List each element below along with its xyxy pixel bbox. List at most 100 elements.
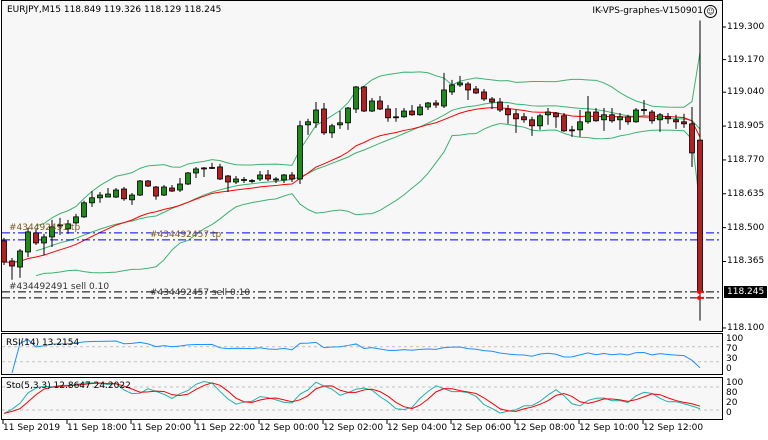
- candle-bull: [617, 116, 623, 121]
- stoch-label: Sto(5,3,3) 12.8647 24.2022: [6, 381, 131, 391]
- candle-bull: [161, 186, 167, 196]
- order-label: #434492457 tp: [150, 229, 222, 240]
- sell-arrow-icon: [696, 288, 704, 295]
- time-axis-label: 12 Sep 12:00: [643, 423, 704, 433]
- candle-bear: [665, 116, 671, 120]
- candle-bear: [33, 232, 39, 244]
- candle-bear: [289, 174, 295, 180]
- indicator-level-label: 0: [726, 408, 732, 418]
- price-axis-label: 118.905: [727, 121, 765, 132]
- candle-bear: [505, 108, 511, 116]
- time-axis-label: 12 Sep 02:00: [323, 423, 384, 433]
- candle-bull: [97, 194, 103, 199]
- candle-bear: [409, 110, 415, 116]
- time-axis-label: 11 Sep 18:00: [67, 423, 128, 433]
- time-axis-label: 11 Sep 2019: [3, 423, 61, 433]
- candle-bull: [329, 125, 335, 134]
- candle-bear: [361, 86, 367, 112]
- candle-bear: [473, 88, 479, 94]
- time-axis-label: 12 Sep 10:00: [579, 423, 640, 433]
- candle-bear: [201, 167, 207, 170]
- candle-bull: [65, 223, 71, 230]
- candle-bull: [337, 122, 343, 126]
- indicator-level-label: 80: [726, 388, 738, 398]
- candle-bull: [537, 115, 543, 127]
- order-label: #434492457 sell 0.10: [150, 287, 251, 298]
- candle-bull: [89, 197, 95, 204]
- rsi-line: [11, 338, 701, 374]
- candle-bull: [441, 89, 447, 107]
- indicator-level-label: 20: [726, 398, 738, 408]
- candle-bear: [385, 108, 391, 119]
- candle-bull: [105, 193, 111, 198]
- candle-bear: [521, 116, 527, 121]
- candle-bull: [193, 168, 199, 174]
- candle-bull: [545, 111, 551, 116]
- candle-bull: [657, 114, 663, 121]
- candle-bear: [593, 111, 599, 122]
- candle-bear: [225, 175, 231, 183]
- candle-bear: [433, 102, 439, 106]
- candle-bull: [81, 202, 87, 218]
- main-pane: [1, 0, 723, 332]
- price-axis-label: 118.100: [727, 322, 765, 333]
- candle-bull: [25, 231, 31, 253]
- candle-bear: [681, 121, 687, 125]
- candle-bull: [49, 226, 55, 238]
- price-axis-label: 119.300: [727, 22, 765, 32]
- candle-bull: [249, 180, 255, 182]
- symbol-info: EURJPY,M15 118.849 119.326 118.129 118.2…: [7, 5, 222, 15]
- bollinger-upper: [35, 52, 701, 227]
- rsi-label: RSI(14) 13.2154: [6, 338, 80, 348]
- candle-bear: [561, 115, 567, 132]
- candle-bull: [297, 125, 303, 180]
- candle-bull: [137, 180, 143, 196]
- smiley-icon[interactable]: ☺: [704, 5, 717, 18]
- candle-bear: [217, 166, 223, 180]
- candle-bear: [121, 188, 127, 200]
- indicator-level-label: 100: [726, 334, 744, 344]
- candle-bull: [577, 121, 583, 131]
- bollinger-lower: [35, 123, 701, 277]
- price-axis-label: 119.040: [727, 87, 765, 98]
- candle-bear: [9, 260, 15, 267]
- time-axis-label: 12 Sep 04:00: [387, 423, 448, 433]
- candle-bear: [649, 111, 655, 122]
- candle-bear: [273, 178, 279, 181]
- order-label: #434492491 sell 0.10: [9, 281, 110, 292]
- candle-bull: [401, 110, 407, 118]
- stoch-k-line: [3, 380, 701, 414]
- candle-bear: [625, 116, 631, 123]
- candle-bear: [377, 100, 383, 110]
- indicator-level-label: 30: [726, 354, 738, 364]
- candle-bear: [689, 123, 695, 154]
- candle-bull: [73, 216, 79, 224]
- candle-bull: [457, 82, 463, 86]
- price-axis-label: 118.770: [727, 154, 765, 165]
- candle-bear: [393, 116, 399, 119]
- time-axis-label: 12 Sep 08:00: [515, 423, 576, 433]
- indicator-level-label: 100: [726, 378, 744, 388]
- candle-bear: [697, 139, 703, 292]
- candle-bull: [233, 178, 239, 183]
- candle-bull: [209, 167, 215, 169]
- candle-bull: [641, 109, 647, 111]
- time-axis-label: 11 Sep 22:00: [195, 423, 256, 433]
- price-axis-label: 118.365: [727, 256, 765, 267]
- candle-bear: [145, 180, 151, 187]
- candle-bear: [153, 186, 159, 197]
- candle-bear: [553, 112, 559, 118]
- candle-bear: [513, 113, 519, 120]
- time-axis-label: 12 Sep 00:00: [259, 423, 320, 433]
- candle-bull: [129, 194, 135, 201]
- candle-bull: [313, 109, 319, 124]
- candle-bull: [353, 86, 359, 110]
- candle-bull: [257, 174, 263, 180]
- candle-bull: [41, 236, 47, 244]
- candle-bull: [57, 224, 63, 227]
- stoch-d-line: [3, 382, 701, 414]
- candle-bear: [497, 101, 503, 111]
- price-axis-label: 118.500: [727, 222, 765, 233]
- candle-bull: [113, 189, 119, 198]
